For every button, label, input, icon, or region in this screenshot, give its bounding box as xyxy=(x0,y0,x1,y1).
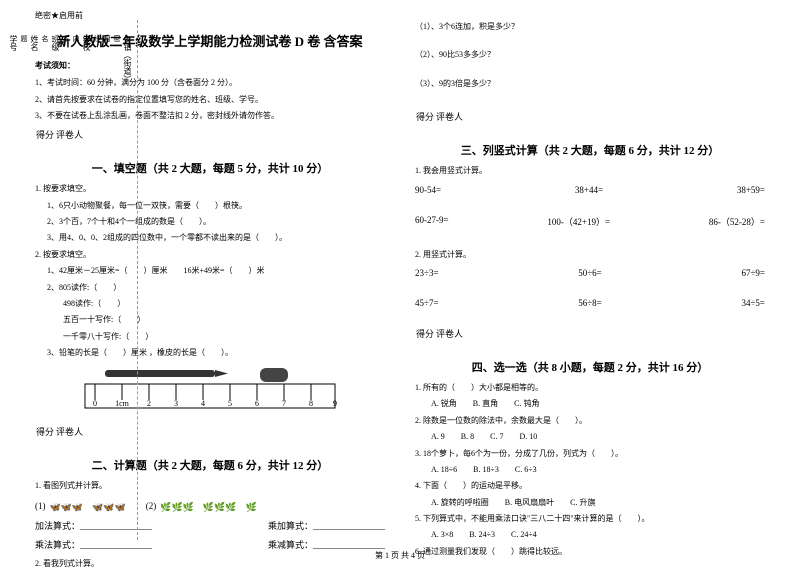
score-label: 得分 xyxy=(415,109,435,124)
marker-label: 评卷人 xyxy=(435,109,464,124)
prob: 56÷8= xyxy=(578,298,602,308)
choice-line: 1. 所有的（ ）大小都是相等的。 xyxy=(415,381,765,395)
eraser-icon xyxy=(260,368,288,382)
score-label: 得分 xyxy=(415,326,435,341)
choice-line: 2. 除数是一位数的除法中，余数最大是（ ）。 xyxy=(415,414,765,428)
section-3-title: 三、列竖式计算（共 2 大题，每题 6 分，共计 12 分） xyxy=(415,142,765,158)
prob: 90-54= xyxy=(415,185,441,195)
marker-label: 评卷人 xyxy=(435,326,464,341)
binding-label: 学校 xyxy=(81,35,92,525)
binding-mark: 本 xyxy=(61,35,71,525)
prob: 86-（52-28）= xyxy=(709,215,765,228)
prob: 100-（42+19）= xyxy=(547,215,610,228)
binding-label: 乡镇（街道） xyxy=(122,35,133,525)
right-prob: （3）、9的3倍是多少？ xyxy=(415,77,765,91)
choice-line: 5. 下列算式中，不能用乘法口诀"三八二十四"来计算的是（ ）。 xyxy=(415,512,765,526)
ruler-mark: 2 xyxy=(147,399,151,408)
calc-label: 乘加算式：________________ xyxy=(268,519,385,532)
prob: 23÷3= xyxy=(415,268,439,278)
calc-label: 乘减算式：________________ xyxy=(268,538,385,551)
ruler-mark: 7 xyxy=(282,399,286,408)
vert1-head: 1. 我会用竖式计算。 xyxy=(415,164,765,178)
binding-mark: 线 xyxy=(92,35,102,525)
binding-mark: 封 xyxy=(102,35,112,525)
ruler-mark: 5 xyxy=(228,399,232,408)
choice-line: 4. 下面（ ）的运动是平移。 xyxy=(415,479,765,493)
ruler-mark: 4 xyxy=(201,399,205,408)
right-prob: （2）、90比53多多少？ xyxy=(415,48,765,62)
prob: 60-27-9= xyxy=(415,215,449,228)
vert2-head: 2. 用竖式计算。 xyxy=(415,248,765,262)
flower-icon: 🌿🌿🌿 🌿🌿🌿 🌿 xyxy=(160,500,256,513)
ruler-mark: 9 xyxy=(333,399,337,408)
binding-mark: 内 xyxy=(71,35,81,525)
prob: 45÷7= xyxy=(415,298,439,308)
ruler-mark: 3 xyxy=(174,399,178,408)
ruler-mark: 8 xyxy=(309,399,313,408)
ruler-mark: 6 xyxy=(255,399,259,408)
binding-label: 姓名 xyxy=(29,35,40,525)
page-footer: 第 1 页 共 4 页 xyxy=(0,550,800,561)
prob: 67÷9= xyxy=(741,268,765,278)
choice-line: A. 锐角 B. 直角 C. 钝角 xyxy=(415,397,765,411)
prob: 34÷5= xyxy=(741,298,765,308)
choice-line: 3. 18个萝卜，每6个为一份，分成了几份，列式为（ ）。 xyxy=(415,447,765,461)
fig-label: (2) xyxy=(146,501,157,511)
section-4-title: 四、选一选（共 8 小题，每题 2 分，共计 16 分） xyxy=(415,359,765,375)
prob: 38+59= xyxy=(737,185,765,195)
binding-mark: 题 xyxy=(19,35,29,525)
binding-label: 学号 xyxy=(8,35,19,525)
right-column: （1）、3个6连加，积是多少？ （2）、90比53多多少？ （3）、9的3倍是多… xyxy=(400,10,780,573)
prob: 50÷6= xyxy=(578,268,602,278)
right-prob: （1）、3个6连加，积是多少？ xyxy=(415,20,765,34)
pencil-tip-icon xyxy=(215,370,228,377)
binding-margin: 学号 题 姓名 名 班级 本 内 学校 线 封 密 乡镇（街道） xyxy=(8,20,138,540)
choice-line: A. 3×8 B. 24÷3 C. 24÷4 xyxy=(415,528,765,542)
score-box: 得分评卷人 xyxy=(415,109,464,136)
prob: 38+44= xyxy=(575,185,603,195)
binding-label: 班级 xyxy=(50,35,61,525)
choice-line: A. 旋转的呼啦圈 B. 电风扇扇叶 C. 升旗 xyxy=(415,496,765,510)
binding-mark: 密 xyxy=(112,35,122,525)
choice-line: A. 18÷6 B. 18÷3 C. 6÷3 xyxy=(415,463,765,477)
binding-mark: 名 xyxy=(40,35,50,525)
score-box: 得分评卷人 xyxy=(415,326,464,353)
choice-line: A. 9 B. 8 C. 7 D. 10 xyxy=(415,430,765,444)
